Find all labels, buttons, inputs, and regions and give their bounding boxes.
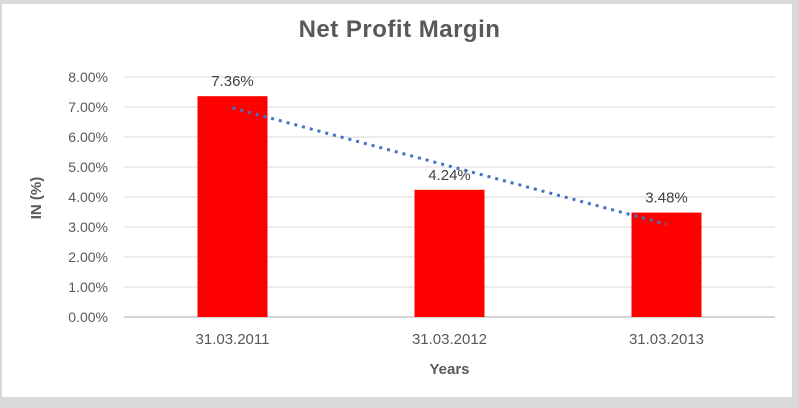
y-axis-title: IN (%) <box>28 176 45 220</box>
bar <box>414 189 485 317</box>
bar <box>631 212 702 317</box>
y-tick-label: 8.00% <box>68 69 108 85</box>
chart-title: Net Profit Margin <box>298 16 501 43</box>
y-tick-label: 0.00% <box>68 309 108 325</box>
y-tick-label: 3.00% <box>68 219 108 235</box>
y-tick-label: 6.00% <box>68 129 108 145</box>
y-tick-label: 5.00% <box>68 159 108 175</box>
y-tick-label: 1.00% <box>68 279 108 295</box>
bar-data-label: 7.36% <box>211 73 254 90</box>
trendline <box>232 106 667 226</box>
bar <box>197 96 268 317</box>
x-tick-label: 31.03.2011 <box>196 331 270 348</box>
y-tick-label: 4.00% <box>68 189 108 205</box>
bar-data-label: 3.48% <box>645 190 688 207</box>
y-tick-label: 2.00% <box>68 249 108 265</box>
x-tick-label: 31.03.2013 <box>629 331 704 348</box>
bar-data-label: 4.24% <box>428 167 471 184</box>
chart-area <box>2 4 792 397</box>
x-axis-title: Years <box>429 361 470 378</box>
x-tick-label: 31.03.2012 <box>412 331 487 348</box>
y-tick-label: 7.00% <box>68 99 108 115</box>
